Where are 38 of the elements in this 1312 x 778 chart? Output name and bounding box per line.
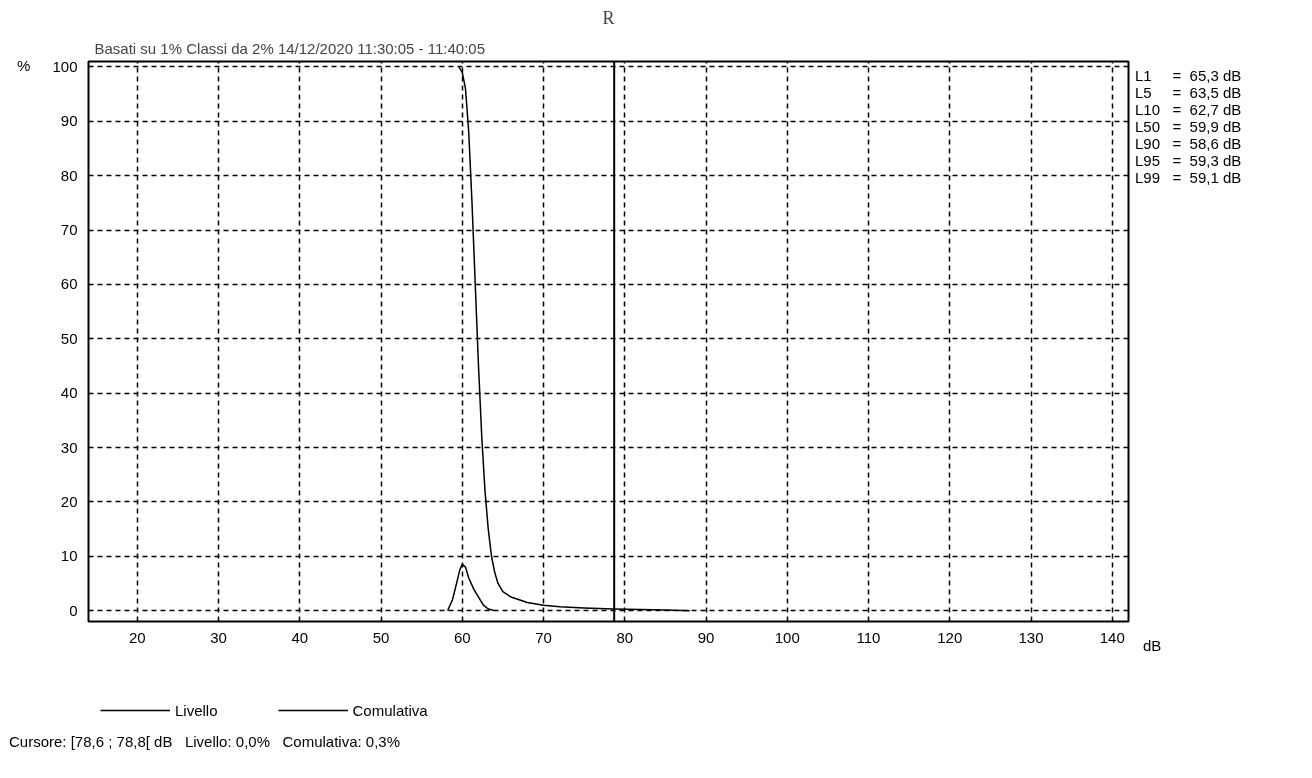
y-tick-label: 50 — [60, 329, 78, 347]
y-tick-label: 30 — [60, 438, 78, 456]
x-tick-label: 80 — [616, 628, 634, 646]
y-tick-label: 20 — [60, 492, 78, 510]
x-tick-label: 60 — [453, 628, 471, 646]
x-tick-label: 90 — [697, 628, 715, 646]
text: L1 = 65,3 dB — [1135, 67, 1242, 84]
x-tick-label: 120 — [937, 628, 963, 646]
y-tick-label: 40 — [60, 384, 78, 402]
x-tick-label: 110 — [856, 628, 881, 646]
y-tick-label: 90 — [60, 112, 78, 130]
text: L95 = 59,3 dB — [1135, 152, 1242, 169]
x-tick-label: 20 — [128, 628, 146, 646]
y-tick-label: 10 — [60, 547, 78, 565]
x-tick-label: 30 — [210, 628, 227, 646]
x-tick-label: 130 — [1018, 628, 1044, 646]
legend-label: Comulativa — [352, 701, 428, 719]
text: L50 = 59,9 dB — [1135, 118, 1242, 135]
y-axis-title: % — [17, 56, 31, 76]
y-tick-label: 70 — [60, 221, 78, 239]
y-tick-label: 60 — [60, 275, 78, 293]
y-tick-label: 0 — [69, 601, 78, 619]
x-tick-label: 140 — [1099, 628, 1125, 646]
x-tick-label: 100 — [774, 628, 800, 646]
text: L5 = 63,5 dB — [1135, 84, 1242, 101]
x-axis-title: dB — [1143, 636, 1162, 656]
x-tick-label: 40 — [291, 628, 309, 646]
chart-subtitle: Basati su 1% Classi da 2% 14/12/2020 11:30:05 - 11:40:05 — [94, 39, 486, 57]
x-tick-label: 50 — [372, 628, 390, 646]
text: L99 = 59,1 dB — [1135, 169, 1242, 186]
text: L90 = 58,6 dB — [1135, 135, 1242, 152]
y-tick-label: 80 — [60, 166, 78, 184]
legend-label: Livello — [175, 701, 218, 719]
text: Cursore: [78,6 ; 78,8[ dB Livello: 0,0% Comulativa: 0,3% — [9, 733, 401, 750]
y-tick-label: 100 — [52, 57, 78, 75]
x-tick-label: 70 — [535, 628, 552, 646]
chart-title: R — [602, 7, 615, 28]
text: L10 = 62,7 dB — [1135, 101, 1242, 118]
